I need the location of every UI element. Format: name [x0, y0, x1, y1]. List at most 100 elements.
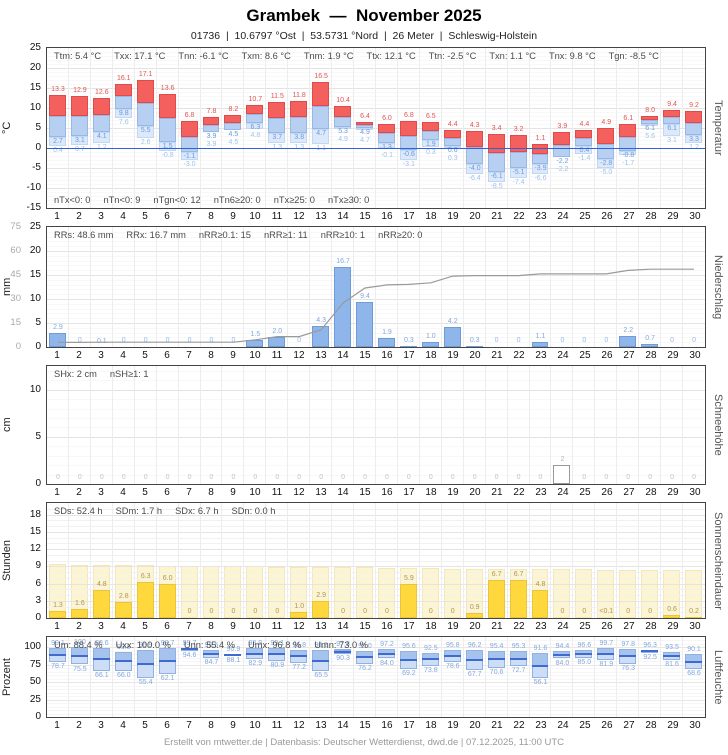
grid-line-v	[528, 48, 530, 208]
value-label: 12.9	[73, 87, 87, 95]
value-label: 1.3	[373, 144, 401, 152]
day-label: 10	[249, 621, 261, 632]
day-label: 13	[315, 350, 327, 361]
day-label: 4	[120, 211, 126, 222]
grid-line-v	[440, 48, 442, 208]
value-label: 82.9	[248, 660, 263, 668]
grid-minor	[47, 572, 705, 573]
day-label: 4	[120, 621, 126, 632]
grid-line-v	[528, 503, 530, 618]
temp-max-bar	[180, 120, 198, 137]
temp-ground-min-bar	[421, 140, 439, 147]
value-label: 4.7	[360, 137, 370, 145]
grid-line-v	[243, 637, 245, 717]
day-label: 16	[381, 211, 393, 222]
humidity-y-axis: 100 75 50 25 0	[0, 636, 44, 722]
day-label: 12	[293, 211, 305, 222]
grid-line-v	[462, 503, 464, 618]
stat-item: Txm: 8.6 °C	[241, 51, 291, 61]
stat-item: Tnx: 9.8 °C	[548, 51, 596, 61]
day-label: 3	[98, 350, 104, 361]
grid-minor	[47, 661, 705, 663]
grid-line-v	[221, 227, 223, 347]
humidity-lower-bar	[312, 660, 330, 672]
humidity-mean-line	[268, 653, 286, 656]
stat-item: nRR≥10: 1	[320, 230, 366, 240]
value-label: 4.9	[360, 129, 370, 137]
sunshine-y-axis: 18 15 12 9 6 3 0	[0, 502, 44, 623]
day-label: 21	[491, 211, 503, 222]
value-label: 8.0	[645, 107, 656, 114]
value-label: 10.7	[248, 96, 263, 104]
y-tick-label: 25	[29, 42, 41, 53]
daylight-possible-bar	[619, 569, 637, 618]
day-label: 23	[535, 350, 547, 361]
sunshine-bar	[49, 610, 66, 618]
grid-line-v	[572, 503, 574, 618]
day-label: 14	[337, 350, 349, 361]
grid-minor	[47, 554, 705, 556]
day-label: 26	[601, 350, 613, 361]
grid-major	[47, 549, 705, 550]
day-label: 14	[337, 487, 349, 498]
value-label: 9.8	[118, 109, 129, 117]
grid-major	[47, 323, 705, 324]
humidity-lower-bar	[158, 661, 176, 674]
stat-item: Tnn: -6.1 °C	[178, 51, 229, 61]
value-label: 0	[450, 608, 455, 615]
stat-item: SHx: 2 cm	[54, 369, 97, 379]
temp-max-bar	[268, 102, 286, 118]
value-label: 0	[297, 337, 302, 344]
value-label: 97.2	[380, 641, 394, 649]
y-tick-label: 60	[10, 245, 21, 256]
value-label: 96.3	[643, 642, 657, 649]
day-label: 11	[271, 487, 283, 498]
temp-min-bar	[224, 122, 242, 130]
grid-line-v	[67, 637, 69, 717]
stat-item: Ttn: -2.5 °C	[428, 51, 477, 61]
day-label: 21	[491, 720, 503, 731]
value-label: 3.9	[206, 141, 217, 149]
value-label: 99.7	[182, 639, 197, 647]
day-label: 3	[98, 720, 104, 731]
stat-item: nTn<0: 9	[103, 195, 141, 205]
temp-max-bar	[421, 122, 439, 132]
value-label: 11.5	[270, 93, 284, 100]
value-label: 2.6	[140, 138, 151, 146]
sunshine-bar	[487, 579, 505, 618]
value-label: 3.8	[294, 133, 305, 141]
y-tick-label: 3	[35, 594, 41, 606]
temp-ground-min-bar	[378, 142, 395, 149]
stat-item: nTx≥30: 0	[327, 195, 370, 205]
grid-minor	[47, 543, 705, 545]
day-label: 9	[230, 487, 236, 498]
grid-line-v	[682, 503, 684, 618]
precip-bar	[246, 339, 264, 347]
y-tick-label: 0	[35, 478, 41, 489]
temp-ground-min-bar	[92, 131, 110, 144]
grid-line-v	[155, 227, 157, 347]
day-label: 27	[623, 487, 635, 498]
temp-ground-min-bar	[180, 152, 198, 160]
grid-line-v	[331, 227, 333, 347]
sunshine-bar	[312, 601, 330, 618]
value-label: 5.9	[404, 575, 414, 583]
stat-item: Uxx: 100.0 %	[115, 640, 171, 650]
day-label: 17	[403, 621, 415, 632]
station-info: 01736 | 10.6797 °Ost | 53.5731 °Nord | 2…	[190, 30, 538, 42]
day-label: 22	[513, 621, 525, 632]
humidity-lower-bar	[399, 659, 417, 669]
stats-line: SHx: 2 cm nSH≥1: 1	[54, 369, 701, 379]
value-label: -5.1	[512, 169, 525, 177]
day-label: 22	[513, 350, 525, 361]
grid-line-v	[89, 637, 91, 717]
grid-minor	[47, 303, 705, 305]
value-label: 99.1	[270, 640, 285, 647]
value-label: 96.9	[138, 641, 153, 649]
day-label: 11	[271, 720, 283, 731]
day-label: 26	[601, 487, 613, 498]
stat-item: RRx: 16.7 mm	[126, 230, 186, 240]
day-label: 23	[535, 487, 547, 498]
grid-minor	[47, 72, 705, 73]
value-label: 0	[560, 608, 565, 615]
